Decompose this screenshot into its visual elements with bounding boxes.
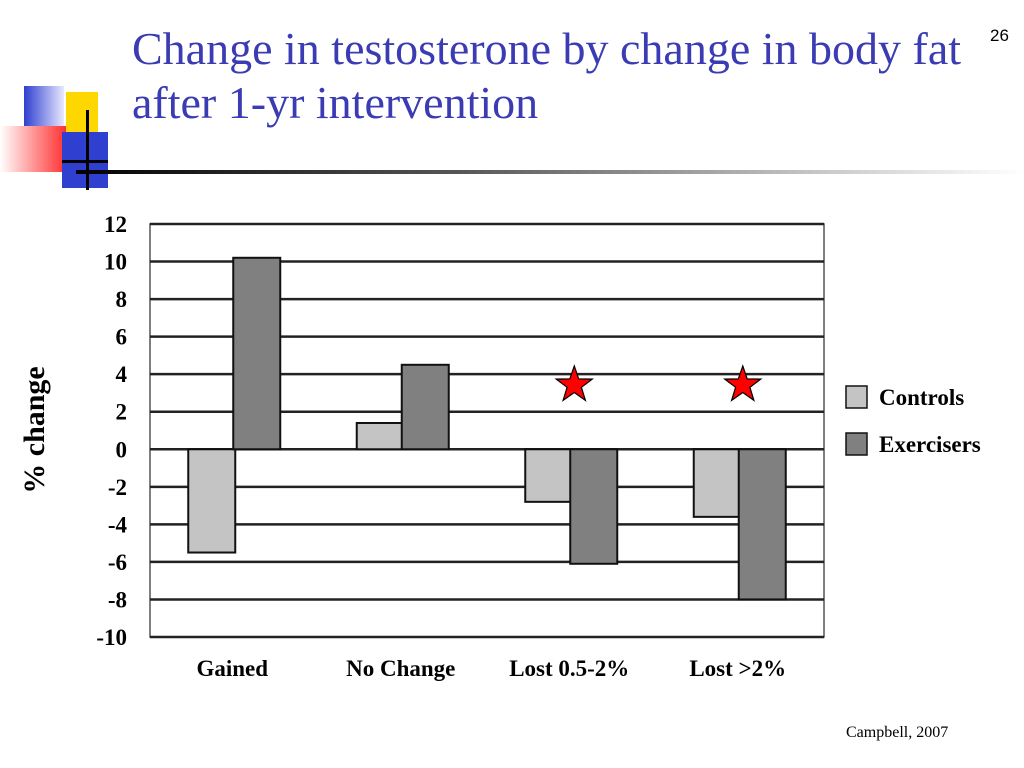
bar-controls: [524, 448, 574, 503]
y-tick-label: -4: [108, 512, 128, 537]
corner-decoration: [0, 80, 130, 190]
legend-swatch-exercisers: [845, 432, 868, 456]
bars: [187, 256, 787, 601]
y-tick-label: -10: [96, 625, 127, 650]
y-tick-labels: 12 10 8 6 4 2 0 -2 -4 -6 -8 -10: [96, 212, 127, 650]
slide-number: 26: [990, 26, 1009, 45]
y-tick-label: 10: [104, 250, 127, 275]
star-icon: [722, 364, 763, 402]
bar-exercisers: [232, 256, 282, 451]
y-tick-label: -8: [108, 587, 127, 612]
vertical-line: [86, 110, 89, 190]
y-tick-label: -6: [108, 550, 127, 575]
bar-exercisers: [569, 448, 619, 565]
red-gradient-square: [0, 126, 66, 172]
bar-exercisers: [400, 363, 450, 451]
x-tick-label: Lost 0.5-2%: [509, 656, 629, 681]
significance-stars: [554, 364, 763, 402]
bar-controls: [692, 448, 742, 518]
citation: Campbell, 2007: [846, 724, 949, 741]
star-icon: [554, 364, 595, 402]
horizontal-line: [62, 160, 108, 163]
bar-controls: [187, 448, 237, 554]
legend-label: Exercisers: [879, 432, 981, 457]
x-tick-label: Lost >2%: [689, 656, 786, 681]
y-axis-label: % change: [18, 366, 51, 494]
y-tick-label: 0: [116, 437, 128, 462]
legend: Controls Exercisers: [845, 385, 981, 457]
x-tick-label: Gained: [196, 656, 268, 681]
slide-title: Change in testosterone by change in body…: [132, 23, 962, 128]
bar-controls: [355, 421, 405, 451]
y-tick-label: -2: [108, 475, 127, 500]
legend-label: Controls: [879, 385, 964, 410]
y-tick-label: 2: [116, 400, 128, 425]
y-tick-label: 12: [104, 212, 127, 237]
legend-swatch-controls: [845, 385, 868, 409]
x-tick-label: No Change: [346, 656, 455, 681]
title-rule: [76, 170, 1024, 174]
y-tick-label: 8: [116, 287, 128, 312]
y-tick-label: 6: [116, 325, 128, 350]
y-tick-label: 4: [116, 362, 128, 387]
x-tick-labels: Gained No Change Lost 0.5-2% Lost >2%: [196, 656, 786, 681]
bar-exercisers: [737, 448, 787, 601]
